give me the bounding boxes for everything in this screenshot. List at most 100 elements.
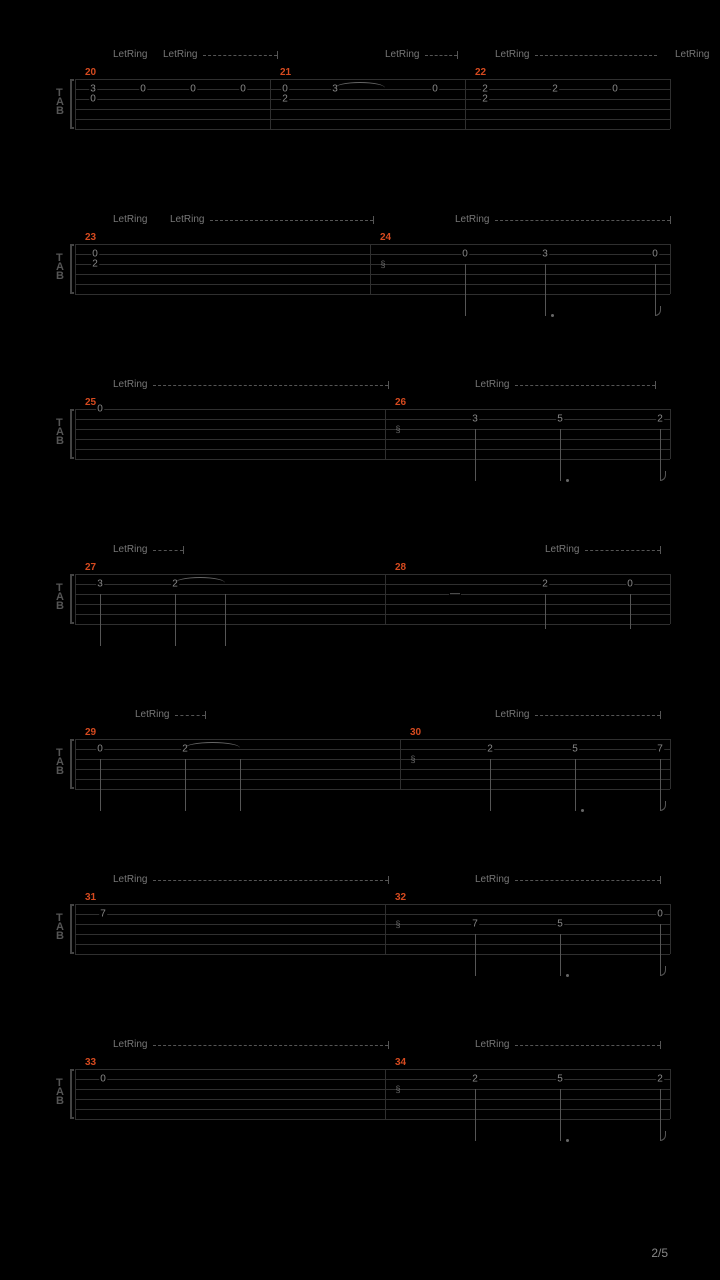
let-ring-label: LetRing <box>113 379 147 390</box>
tie <box>335 82 385 88</box>
fret-number: 7 <box>471 920 479 929</box>
tab-clef: TAB <box>56 89 63 116</box>
string-line <box>75 924 670 925</box>
barline <box>370 244 371 294</box>
tie <box>175 577 225 583</box>
barline <box>670 904 671 954</box>
let-ring-extent <box>535 715 660 716</box>
string-line <box>75 1079 670 1080</box>
measure-number: 20 <box>85 67 96 78</box>
string-line <box>75 459 670 460</box>
string-line <box>75 1089 670 1090</box>
let-ring-label: LetRing <box>135 709 169 720</box>
system-bracket <box>70 739 74 789</box>
barline <box>670 409 671 459</box>
note-stem <box>630 594 631 629</box>
system-bracket <box>70 79 74 129</box>
string-line <box>75 439 670 440</box>
string-line <box>75 779 670 780</box>
string-line <box>75 614 670 615</box>
fret-number: 0 <box>281 85 289 94</box>
tab-staff: 3000002302220 <box>75 79 670 129</box>
fret-number: 2 <box>486 745 494 754</box>
system-bracket <box>70 904 74 954</box>
page-number: 2/5 <box>651 1246 668 1260</box>
fret-number: 3 <box>96 580 104 589</box>
let-ring-label: LetRing <box>475 379 509 390</box>
fret-number: 3 <box>89 85 97 94</box>
measure-number: 23 <box>85 232 96 243</box>
string-line <box>75 944 670 945</box>
barline <box>670 79 671 129</box>
barline <box>670 244 671 294</box>
let-ring-extent <box>153 880 388 881</box>
grace-mark: § <box>380 259 385 269</box>
barline <box>400 739 401 789</box>
rhythm-dot <box>566 974 569 977</box>
fret-number: 5 <box>556 415 564 424</box>
tab-staff: 7750§ <box>75 904 670 954</box>
string-line <box>75 584 670 585</box>
let-ring-end <box>373 216 374 224</box>
let-ring-label: LetRing <box>475 874 509 885</box>
barline <box>670 574 671 624</box>
let-ring-label: LetRing <box>170 214 204 225</box>
note-stem <box>575 759 576 811</box>
string-line <box>75 624 670 625</box>
note-stem <box>560 934 561 976</box>
string-line <box>75 749 670 750</box>
string-line <box>75 1099 670 1100</box>
let-ring-label: LetRing <box>455 214 489 225</box>
let-ring-label: LetRing <box>113 214 147 225</box>
rhythm-dot <box>566 479 569 482</box>
note-flag <box>660 966 666 976</box>
note-stem <box>545 594 546 629</box>
let-ring-end <box>183 546 184 554</box>
measure-number: 29 <box>85 727 96 738</box>
string-line <box>75 739 670 740</box>
barline <box>465 79 466 129</box>
let-ring-extent <box>495 220 670 221</box>
string-line <box>75 449 670 450</box>
string-line <box>75 79 670 80</box>
fret-number: 0 <box>656 910 664 919</box>
let-ring-label: LetRing <box>385 49 419 60</box>
measure-number: 26 <box>395 397 406 408</box>
let-ring-extent <box>153 1045 388 1046</box>
barline <box>385 1069 386 1119</box>
let-ring-label: LetRing <box>495 709 529 720</box>
string-line <box>75 759 670 760</box>
tab-clef: TAB <box>56 749 63 776</box>
let-ring-extent <box>535 55 657 56</box>
system-bracket <box>70 244 74 294</box>
fret-number: 3 <box>471 415 479 424</box>
grace-mark: § <box>395 919 400 929</box>
rhythm-dot <box>581 809 584 812</box>
tab-clef: TAB <box>56 914 63 941</box>
let-ring-end <box>457 51 458 59</box>
rhythm-dot <box>551 314 554 317</box>
string-line <box>75 1069 670 1070</box>
measure-number: 24 <box>380 232 391 243</box>
barline <box>75 244 76 294</box>
let-ring-end <box>205 711 206 719</box>
string-line <box>75 904 670 905</box>
tab-sheet: TAB3000002302220202122LetRingLetRingLetR… <box>0 0 720 1280</box>
note-stem <box>185 759 186 811</box>
fret-number: 3 <box>541 250 549 259</box>
measure-number: 28 <box>395 562 406 573</box>
string-line <box>75 119 670 120</box>
barline <box>385 574 386 624</box>
string-line <box>75 254 670 255</box>
fret-number: 0 <box>626 580 634 589</box>
let-ring-extent <box>153 550 183 551</box>
string-line <box>75 1119 670 1120</box>
tab-clef: TAB <box>56 254 63 281</box>
grace-mark: § <box>410 754 415 764</box>
fret-number: 2 <box>471 1075 479 1084</box>
let-ring-end <box>660 546 661 554</box>
string-line <box>75 574 670 575</box>
rhythm-dot <box>566 1139 569 1142</box>
string-line <box>75 1109 670 1110</box>
string-line <box>75 604 670 605</box>
